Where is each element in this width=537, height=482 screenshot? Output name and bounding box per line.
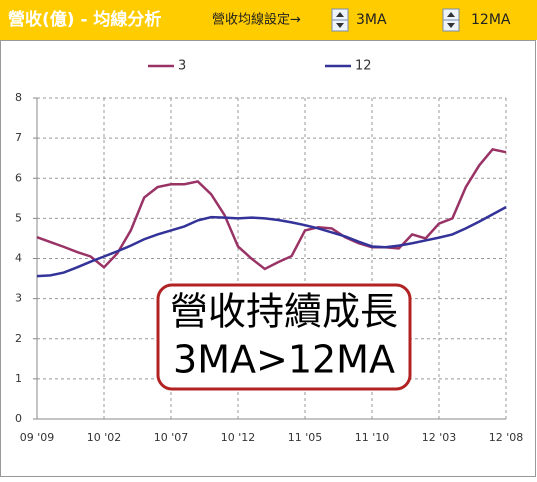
annotation-text: 營收持續成長 — [170, 290, 398, 334]
x-tick-label: 12 '08 — [489, 431, 524, 444]
spinner[interactable] — [442, 8, 460, 32]
x-tick-label: 10 '07 — [154, 431, 189, 444]
spinner-arrows — [336, 12, 344, 28]
x-tick-label: 12 '03 — [422, 431, 457, 444]
annotation: 營收持續成長 3MA>12MA — [156, 283, 412, 391]
line-series — [36, 206, 507, 278]
y-tick-label: 7 — [15, 131, 22, 144]
spinner-label: 3MA — [356, 12, 387, 28]
x-tick-label: 11 '05 — [288, 431, 323, 444]
y-tick-label: 6 — [15, 171, 22, 184]
toolbar-title: 營收(億) - 均線分析 — [8, 9, 161, 30]
setting-label: 營收均線設定→ — [212, 12, 301, 28]
annotation-box — [156, 283, 412, 391]
legend-label: 12 — [355, 59, 372, 74]
y-tick-label: 1 — [15, 372, 22, 385]
spinner-label: 12MA — [471, 12, 511, 28]
x-tick-label: 10 '12 — [221, 431, 256, 444]
x-tick-label: 09 '09 — [20, 431, 55, 444]
annotation-text: 3MA>12MA — [173, 338, 395, 382]
legend-label: 3 — [178, 59, 186, 74]
y-tick-label: 3 — [15, 292, 22, 305]
y-tick-label: 4 — [15, 252, 22, 265]
x-tick-label: 11 '10 — [355, 431, 390, 444]
y-tick-label: 8 — [15, 91, 22, 104]
spinner-arrows — [447, 12, 455, 28]
y-tick-label: 5 — [15, 211, 22, 224]
y-tick-label: 2 — [15, 332, 22, 345]
x-tick-label: 10 '02 — [87, 431, 122, 444]
line-series — [36, 147, 507, 271]
spinner[interactable] — [331, 8, 349, 32]
y-tick-label: 0 — [15, 412, 22, 425]
